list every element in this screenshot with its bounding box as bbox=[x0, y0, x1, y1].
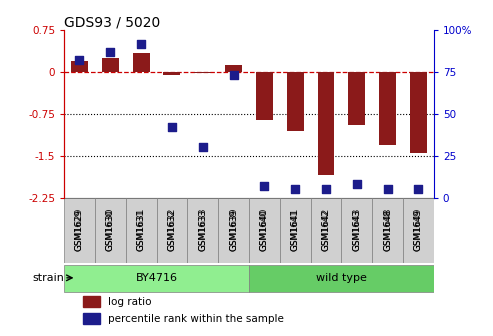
Bar bbox=[317, 72, 334, 175]
Bar bbox=[410, 72, 427, 153]
Text: GSM1648: GSM1648 bbox=[383, 208, 392, 251]
Text: GSM1643: GSM1643 bbox=[352, 208, 361, 251]
Text: GSM1639: GSM1639 bbox=[229, 210, 238, 251]
Text: GSM1632: GSM1632 bbox=[168, 210, 176, 251]
Text: GSM1640: GSM1640 bbox=[260, 208, 269, 251]
Text: GSM1649: GSM1649 bbox=[414, 210, 423, 251]
Text: GSM1633: GSM1633 bbox=[198, 208, 207, 251]
Point bbox=[106, 49, 114, 55]
Bar bbox=[403, 198, 434, 263]
Bar bbox=[126, 198, 157, 263]
Bar bbox=[157, 198, 187, 263]
Text: GSM1629: GSM1629 bbox=[75, 210, 84, 251]
Bar bbox=[379, 72, 396, 145]
Bar bbox=[341, 198, 372, 263]
Point bbox=[199, 145, 207, 150]
Bar bbox=[95, 198, 126, 263]
Bar bbox=[187, 198, 218, 263]
Bar bbox=[194, 72, 211, 73]
Text: wild type: wild type bbox=[316, 273, 367, 283]
Text: GSM1648: GSM1648 bbox=[383, 210, 392, 251]
Text: GSM1633: GSM1633 bbox=[198, 210, 207, 251]
Bar bbox=[249, 198, 280, 263]
Bar bbox=[311, 198, 341, 263]
Bar bbox=[256, 72, 273, 120]
Text: GSM1632: GSM1632 bbox=[168, 208, 176, 251]
Point bbox=[415, 186, 423, 192]
Bar bbox=[218, 198, 249, 263]
Text: GSM1642: GSM1642 bbox=[321, 208, 330, 251]
Point bbox=[137, 41, 145, 46]
Point bbox=[384, 186, 391, 192]
Bar bbox=[280, 198, 311, 263]
Text: GSM1631: GSM1631 bbox=[137, 208, 145, 251]
Bar bbox=[83, 296, 101, 307]
Text: GSM1630: GSM1630 bbox=[106, 208, 115, 251]
Bar bbox=[64, 265, 249, 292]
Text: GSM1640: GSM1640 bbox=[260, 210, 269, 251]
Text: GSM1642: GSM1642 bbox=[321, 210, 330, 251]
Text: GSM1629: GSM1629 bbox=[75, 208, 84, 251]
Bar bbox=[83, 313, 101, 324]
Bar bbox=[372, 198, 403, 263]
Text: log ratio: log ratio bbox=[108, 297, 151, 307]
Text: GSM1641: GSM1641 bbox=[291, 210, 300, 251]
Text: GSM1649: GSM1649 bbox=[414, 208, 423, 251]
Text: BY4716: BY4716 bbox=[136, 273, 177, 283]
Bar bbox=[133, 52, 149, 72]
Text: GSM1630: GSM1630 bbox=[106, 210, 115, 251]
Text: GDS93 / 5020: GDS93 / 5020 bbox=[64, 15, 160, 29]
Point bbox=[322, 186, 330, 192]
Bar bbox=[164, 72, 180, 75]
Text: GSM1641: GSM1641 bbox=[291, 208, 300, 251]
Point bbox=[168, 125, 176, 130]
Text: GSM1643: GSM1643 bbox=[352, 210, 361, 251]
Bar bbox=[287, 72, 304, 131]
Point bbox=[260, 183, 268, 189]
Bar bbox=[71, 61, 88, 72]
Bar bbox=[349, 72, 365, 125]
Bar bbox=[64, 198, 95, 263]
Bar bbox=[225, 66, 242, 72]
Bar bbox=[102, 58, 119, 72]
Point bbox=[75, 58, 83, 63]
Text: strain: strain bbox=[32, 273, 64, 283]
Bar bbox=[249, 265, 434, 292]
Point bbox=[230, 73, 238, 78]
Text: GSM1639: GSM1639 bbox=[229, 208, 238, 251]
Point bbox=[291, 186, 299, 192]
Point bbox=[353, 182, 361, 187]
Text: GSM1631: GSM1631 bbox=[137, 210, 145, 251]
Text: percentile rank within the sample: percentile rank within the sample bbox=[108, 313, 283, 324]
